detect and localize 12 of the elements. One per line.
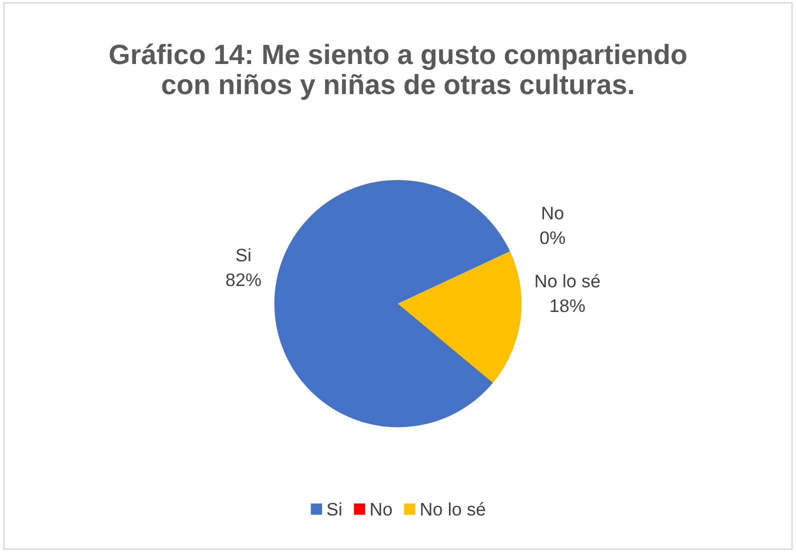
slice-label: No lo sé xyxy=(536,274,600,288)
legend-label: Si xyxy=(327,502,342,516)
text: 0% xyxy=(540,231,565,244)
legend-label: No lo sé xyxy=(421,502,486,516)
legend-label: No xyxy=(370,503,392,516)
pie-slice xyxy=(398,251,522,383)
data-label: 82% xyxy=(226,273,261,286)
data-label: 18% xyxy=(550,299,585,312)
slice-label: Si xyxy=(236,248,250,262)
category-label: No xyxy=(542,206,564,220)
pie-slice xyxy=(274,180,510,428)
chart-title: Gráfico 14: Me siento a gusto compartiendo con niños y niñas de otras culturas. xyxy=(110,44,686,100)
